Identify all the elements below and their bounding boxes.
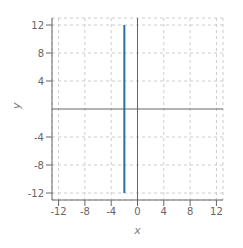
svg-text:-12: -12 [28,188,44,199]
svg-text:8: 8 [38,48,44,59]
svg-text:12: 12 [210,206,223,217]
svg-text:12: 12 [31,20,44,31]
svg-text:-12: -12 [50,206,66,217]
svg-text:y: y [10,102,23,110]
svg-text:-8: -8 [80,206,90,217]
svg-text:-4: -4 [106,206,116,217]
svg-text:4: 4 [161,206,167,217]
svg-text:8: 8 [187,206,193,217]
svg-text:-4: -4 [34,132,44,143]
svg-text:4: 4 [38,76,44,87]
svg-text:0: 0 [134,206,140,217]
svg-text:-8: -8 [34,160,44,171]
svg-text:x: x [133,224,141,237]
